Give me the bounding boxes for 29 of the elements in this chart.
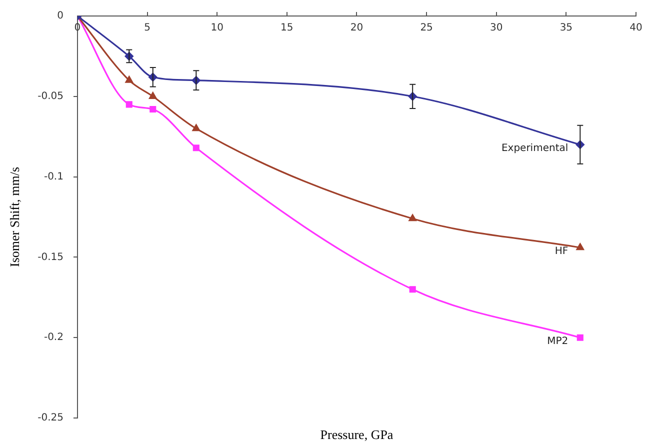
point <box>576 243 584 250</box>
x-tick-label: 40 <box>630 22 642 34</box>
series-label: Experimental <box>501 143 568 154</box>
point <box>150 106 156 113</box>
y-tick-label: 0 <box>57 10 64 22</box>
series-label: HF <box>554 246 568 258</box>
point <box>576 334 584 341</box>
x-tick-label: 20 <box>350 22 364 34</box>
x-tick-label: 25 <box>420 22 433 34</box>
point <box>409 286 416 293</box>
point <box>192 124 200 132</box>
point <box>408 214 416 222</box>
point <box>125 76 133 83</box>
series-label: MP2 <box>547 336 568 348</box>
x-tick-label: 15 <box>280 22 294 34</box>
y-tick-label: -0.1 <box>44 171 64 182</box>
x-tick-label: 35 <box>560 22 573 34</box>
y-axis-title: Isomer Shift, mm/s <box>7 166 22 268</box>
y-tick-label: -0.2 <box>44 332 64 344</box>
x-axis-title: Pressure, GPa <box>320 426 394 442</box>
point <box>126 101 132 108</box>
y-tick-label: -0.25 <box>38 412 64 424</box>
x-tick-label: 10 <box>210 22 224 34</box>
x-tick-label: 30 <box>490 22 503 34</box>
y-tick-label: -0.05 <box>38 90 64 102</box>
point <box>192 144 200 152</box>
y-tick-label: -0.15 <box>38 252 64 263</box>
point <box>149 92 157 99</box>
x-tick-label: 5 <box>144 22 150 34</box>
